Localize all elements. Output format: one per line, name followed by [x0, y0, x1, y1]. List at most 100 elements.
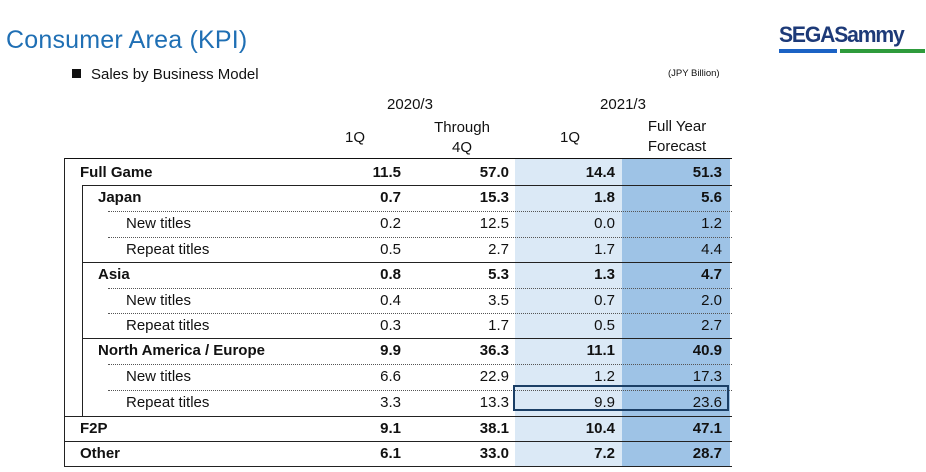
group-indent-rule: [64, 158, 65, 467]
cell-value: 4.4: [701, 241, 722, 258]
header-forecast-line2: Forecast: [647, 138, 707, 155]
cell-value: 15.3: [479, 189, 509, 206]
row-label: Other: [80, 445, 121, 462]
row-label: F2P: [80, 420, 108, 437]
table-row-na-europe-repeat-titles: Repeat titles 3.3 13.3 9.9 23.6: [64, 390, 732, 415]
cell-value: 0.3: [380, 317, 401, 334]
row-label: Repeat titles: [126, 394, 210, 411]
cell-value: 10.4: [585, 420, 615, 437]
cell-value: 0.5: [380, 241, 401, 258]
cell-value: 0.2: [380, 215, 401, 232]
cell-value: 1.2: [701, 215, 722, 232]
cell-value: 1.7: [488, 317, 509, 334]
table-row-other: Other 6.1 33.0 7.2 28.7: [64, 441, 732, 466]
row-label: Repeat titles: [126, 317, 210, 334]
row-label: North America / Europe: [98, 342, 265, 359]
cell-value: 57.0: [479, 164, 509, 181]
square-bullet-icon: [72, 69, 81, 78]
cell-value: 11.5: [372, 164, 401, 181]
table-row-asia-repeat-titles: Repeat titles 0.3 1.7 0.5 2.7: [64, 313, 732, 338]
cell-value: 9.9: [380, 342, 401, 359]
cell-value: 9.9: [594, 394, 615, 411]
cell-value: 23.6: [692, 394, 722, 411]
cell-value: 5.3: [488, 266, 509, 283]
cell-value: 0.8: [380, 266, 401, 283]
table-row-japan-new-titles: New titles 0.2 12.5 0.0 1.2: [64, 211, 732, 236]
segasammy-logo: SEGASammy: [779, 24, 925, 54]
cell-value: 0.5: [594, 317, 615, 334]
row-label: Repeat titles: [126, 241, 210, 258]
unit-note: (JPY Billion): [668, 68, 720, 79]
row-label: New titles: [126, 215, 192, 232]
cell-value: 4.7: [701, 266, 722, 283]
table-row-full-game: Full Game 11.5 57.0 14.4 51.3: [64, 160, 732, 185]
cell-value: 7.2: [594, 445, 615, 462]
table-row-japan-repeat-titles: Repeat titles 0.5 2.7 1.7 4.4: [64, 237, 732, 262]
header-col-2020-through-4q: Through 4Q: [420, 118, 504, 158]
table-row-japan: Japan 0.7 15.3 1.8 5.6: [64, 185, 732, 210]
table-row-f2p: F2P 9.1 38.1 10.4 47.1: [64, 416, 732, 441]
header-forecast-line1: Full Year: [647, 118, 707, 135]
row-divider: [82, 338, 732, 339]
row-label: Japan: [98, 189, 142, 206]
row-divider: [82, 185, 732, 186]
table-top-rule: [64, 158, 732, 159]
header-group-2020: 2020/3: [387, 96, 433, 113]
row-divider: [108, 288, 732, 289]
cell-value: 14.4: [585, 164, 615, 181]
cell-value: 1.3: [594, 266, 615, 283]
cell-value: 13.3: [479, 394, 509, 411]
row-divider: [64, 466, 732, 467]
row-divider: [108, 237, 732, 238]
header-through-line1: Through: [434, 119, 490, 136]
column-band-2021-forecast: [622, 158, 730, 467]
row-divider: [108, 364, 732, 365]
cell-value: 40.9: [692, 342, 722, 359]
page-title: Consumer Area (KPI): [6, 26, 248, 54]
cell-value: 12.5: [479, 215, 509, 232]
cell-value: 28.7: [692, 445, 722, 462]
cell-value: 38.1: [479, 420, 509, 437]
cell-value: 0.7: [594, 292, 615, 309]
header-col-2020-1q: 1Q: [344, 129, 365, 146]
cell-value: 1.7: [594, 241, 615, 258]
cell-value: 22.9: [479, 368, 509, 385]
cell-value: 0.7: [380, 189, 401, 206]
logo-wordmark: SEGASammy: [779, 22, 905, 47]
cell-value: 2.7: [488, 241, 509, 258]
cell-value: 3.3: [380, 394, 401, 411]
row-divider: [108, 390, 732, 391]
table-row-asia: Asia 0.8 5.3 1.3 4.7: [64, 262, 732, 287]
header-col-2021-forecast: Full Year Forecast: [632, 117, 722, 157]
row-label: Asia: [98, 266, 130, 283]
cell-value: 51.3: [692, 164, 722, 181]
cell-value: 1.2: [594, 368, 615, 385]
cell-value: 11.1: [586, 342, 615, 359]
header-group-2021: 2021/3: [600, 96, 646, 113]
row-divider: [64, 441, 732, 442]
cell-value: 36.3: [479, 342, 509, 359]
cell-value: 47.1: [692, 420, 722, 437]
row-divider: [108, 211, 732, 212]
table-row-asia-new-titles: New titles 0.4 3.5 0.7 2.0: [64, 288, 732, 313]
header-col-2021-1q: 1Q: [559, 129, 580, 146]
logo-green-bar: [840, 49, 925, 53]
cell-value: 0.0: [594, 215, 615, 232]
cell-value: 3.5: [488, 292, 509, 309]
logo-blue-bar: [779, 49, 837, 53]
row-divider: [82, 262, 732, 263]
highlight-box: [513, 385, 729, 411]
section-heading: Sales by Business Model: [72, 66, 259, 83]
cell-value: 9.1: [380, 420, 401, 437]
row-label: New titles: [126, 368, 192, 385]
row-label: Full Game: [80, 164, 153, 181]
table-row-na-europe-new-titles: New titles 6.6 22.9 1.2 17.3: [64, 364, 732, 389]
cell-value: 2.7: [701, 317, 722, 334]
cell-value: 1.8: [594, 189, 615, 206]
cell-value: 6.1: [380, 445, 401, 462]
header-through-line2: 4Q: [451, 139, 472, 156]
row-divider: [108, 313, 732, 314]
cell-value: 5.6: [701, 189, 722, 206]
table-row-na-europe: North America / Europe 9.9 36.3 11.1 40.9: [64, 338, 732, 363]
cell-value: 2.0: [701, 292, 722, 309]
